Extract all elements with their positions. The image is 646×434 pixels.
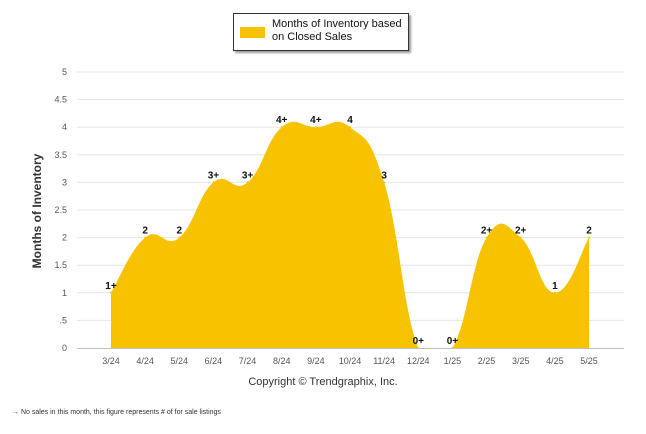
data-label: 4+: [276, 115, 288, 126]
data-point: [519, 236, 522, 239]
x-tick-label: 9/24: [307, 356, 325, 366]
data-label: 1+: [105, 281, 117, 292]
x-tick-label: 5/25: [580, 356, 598, 366]
data-label: 2+: [481, 226, 493, 237]
data-labels: 1+ 2 2 3+ 3+ 4+ 4+ 4 3 0+ 0+ 2+ 2+ 1 2: [105, 115, 592, 347]
legend: Months of Inventory based on Closed Sale…: [233, 13, 409, 51]
data-label: 3+: [242, 170, 254, 181]
data-label: 2: [177, 226, 183, 237]
x-tick-label: 1/25: [444, 356, 462, 366]
data-point: [144, 236, 147, 239]
data-point: [246, 181, 249, 184]
data-point: [485, 236, 488, 239]
x-tick-label: 10/24: [339, 356, 362, 366]
data-point: [110, 291, 112, 294]
data-point: [553, 291, 556, 294]
x-tick-label: 6/24: [205, 356, 223, 366]
y-tick-label: 4: [62, 122, 67, 132]
data-label: 2: [586, 226, 592, 237]
y-tick-label: 1: [62, 288, 67, 298]
data-label: 3: [381, 170, 387, 181]
area-fill: [111, 121, 589, 348]
legend-label-line2: on Closed Sales: [272, 31, 353, 43]
x-tick-label: 11/24: [373, 356, 395, 366]
y-tick-label: 1.5: [54, 260, 67, 270]
x-tick-label: 4/25: [546, 356, 564, 366]
x-tick-label: 3/24: [102, 356, 120, 366]
x-tick-label: 3/25: [512, 356, 530, 366]
data-label: 1: [552, 281, 558, 292]
y-tick-label: 5: [62, 67, 67, 77]
y-tick-label: 2.5: [54, 205, 67, 215]
data-label: 4+: [310, 115, 322, 126]
y-tick-label: 0: [62, 343, 67, 353]
y-axis-label: Months of Inventory: [30, 153, 44, 268]
x-tick-label: 8/24: [273, 356, 291, 366]
x-tick-label: 2/25: [478, 356, 496, 366]
area-series: [110, 121, 590, 349]
x-tick-label: 4/24: [136, 356, 154, 366]
x-tick-label: 12/24: [407, 356, 430, 366]
x-tick-label: 5/24: [171, 356, 189, 366]
y-tick-label: .5: [59, 315, 67, 325]
tick-labels: 0 .5 1 1.5 2 2.5 3 3.5 4 4.5 5 3/24 4/24 5/24 6/24 7/24…: [54, 67, 597, 366]
data-point: [314, 126, 317, 129]
x-tick-label: 7/24: [239, 356, 257, 366]
y-tick-label: 3.5: [54, 150, 67, 160]
data-point: [280, 126, 283, 129]
data-point: [383, 181, 386, 184]
legend-label: Months of Inventory based on Closed Sale…: [272, 18, 408, 44]
y-tick-label: 4.5: [54, 95, 67, 105]
data-point: [588, 236, 590, 239]
data-point: [212, 181, 215, 184]
y-tick-label: 3: [62, 177, 67, 187]
data-label: 0+: [413, 336, 425, 347]
data-label: 0+: [447, 336, 459, 347]
footnote-text: → No sales in this month, this figure re…: [12, 409, 221, 416]
data-point: [349, 126, 351, 129]
y-tick-label: 2: [62, 233, 67, 243]
data-label: 4: [347, 115, 353, 126]
data-point: [178, 236, 181, 239]
copyright-text: Copyright © Trendgraphix, Inc.: [248, 376, 398, 388]
data-label: 2+: [515, 226, 527, 237]
data-label: 3+: [208, 170, 220, 181]
legend-swatch: [240, 27, 265, 38]
legend-label-line1: Months of Inventory based: [272, 18, 402, 30]
data-label: 2: [142, 226, 148, 237]
